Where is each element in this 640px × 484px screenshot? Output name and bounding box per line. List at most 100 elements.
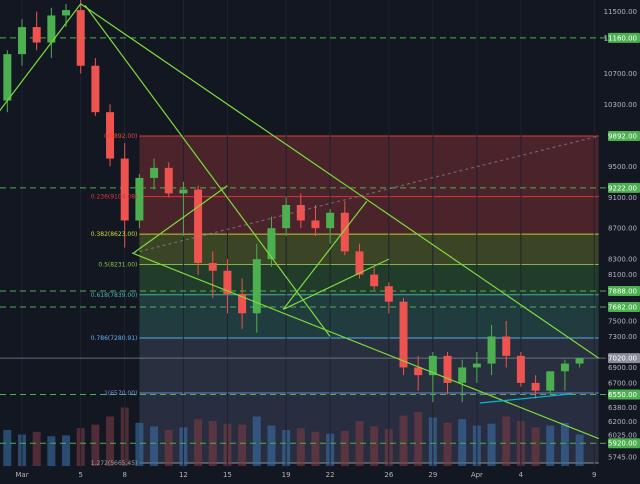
- fib-level-label: 0(9892.00): [104, 133, 137, 140]
- candle-body: [91, 65, 100, 113]
- candle-body: [340, 212, 349, 252]
- candle-body: [428, 355, 437, 376]
- candle-body: [135, 177, 144, 221]
- fib-level-label: 0.618(7839.00): [91, 292, 138, 299]
- candle-body: [62, 10, 71, 16]
- fib-zone: [139, 392, 599, 463]
- candle-body: [370, 274, 379, 287]
- x-tick-label: 26: [384, 471, 393, 479]
- volume-bar: [311, 431, 320, 466]
- x-tick-label: 12: [179, 471, 188, 479]
- candle-body: [384, 286, 393, 302]
- volume-bar: [62, 435, 71, 466]
- fib-zone: [139, 196, 599, 235]
- y-tick-label: 8700.00: [608, 225, 637, 233]
- price-label-text: 9222.00: [608, 184, 637, 192]
- candle-body: [399, 301, 408, 368]
- candle-body: [502, 336, 511, 356]
- candle-body: [296, 204, 305, 221]
- volume-bar: [32, 431, 41, 466]
- candle-body: [443, 355, 452, 383]
- fib-level-label: 0.236(9108.08): [91, 194, 138, 201]
- trendline-wedge-upper: [282, 200, 368, 310]
- candle-body: [150, 167, 159, 178]
- candle-body: [179, 189, 188, 194]
- volume-bar: [238, 424, 247, 466]
- trendline-dashed: [133, 135, 599, 254]
- candle-body: [487, 336, 496, 364]
- candle-body: [472, 363, 481, 368]
- candle-body: [106, 112, 115, 159]
- volume-bar: [370, 426, 379, 466]
- y-tick-label: 6025.00: [608, 432, 637, 440]
- volume-bar: [531, 427, 540, 466]
- candle-body: [252, 259, 261, 314]
- price-label-box: [608, 286, 640, 297]
- trendline-upper-channel: [80, 3, 600, 359]
- volume-bar: [560, 422, 569, 466]
- x-tick-label: 19: [282, 471, 291, 479]
- fib-level-label: 1.272(5665.45): [91, 460, 138, 467]
- y-tick-label: 11500.00: [604, 8, 637, 16]
- y-tick-label: 6900.00: [608, 364, 637, 372]
- fib-zone: [139, 135, 599, 197]
- trendline-fan: [84, 5, 331, 337]
- volume-bar: [150, 426, 159, 466]
- trendline-support-cyan: [479, 393, 573, 404]
- candle-body: [516, 355, 525, 383]
- x-tick-label: 8: [122, 471, 126, 479]
- fib-zone: [139, 234, 599, 265]
- price-label-box: [608, 182, 640, 193]
- y-tick-label: 10300.00: [604, 101, 637, 109]
- candle-body: [164, 167, 173, 194]
- candle-body: [458, 367, 467, 383]
- x-tick-label: Mar: [15, 471, 28, 479]
- candle-body: [208, 263, 217, 271]
- price-label-text: 5920.00: [608, 440, 637, 448]
- candle-body: [194, 189, 203, 264]
- time-axis-bg: [0, 468, 640, 480]
- volume-bar: [399, 415, 408, 466]
- y-tick-label: 7300.00: [608, 333, 637, 341]
- volume-bar: [106, 416, 115, 466]
- price-label-text: 6550.00: [608, 391, 637, 399]
- candles: [3, 0, 584, 403]
- time-axis: Mar 5 8 12 15 19 22 26 29 Apr 4 9: [15, 471, 596, 479]
- y-tick-label: 8100.00: [608, 271, 637, 279]
- price-label-box: [608, 353, 640, 364]
- candle-body: [575, 358, 584, 364]
- candle-body: [546, 371, 555, 391]
- y-tick-label: 10700.00: [604, 70, 637, 78]
- candle-body: [238, 293, 247, 314]
- price-label-text: 7888.00: [608, 288, 637, 296]
- x-tick-label: 22: [326, 471, 335, 479]
- fib-zone: [139, 337, 599, 393]
- y-tick-label: 9100.00: [608, 194, 637, 202]
- x-tick-label: 9: [592, 471, 596, 479]
- x-tick-label: 15: [223, 471, 232, 479]
- fib-level-label: 0.786(7280.91): [91, 335, 138, 342]
- y-tick-label: 6700.00: [608, 379, 637, 387]
- volume-bar: [340, 430, 349, 466]
- price-axis-bg: [608, 0, 640, 480]
- price-label-text: 11160.00: [604, 34, 637, 42]
- x-tick-label: 29: [428, 471, 437, 479]
- y-tick-label: 5745.00: [608, 453, 637, 461]
- fib-level-label: 1(6570.00): [104, 390, 137, 397]
- trendline-support: [133, 185, 228, 254]
- price-label-text: 7682.00: [608, 303, 637, 311]
- candle-body: [47, 15, 56, 43]
- candle-body: [76, 10, 85, 66]
- volume-bar: [267, 425, 276, 466]
- fib-level-label: 0.382(8623.00): [91, 231, 138, 238]
- candle-body: [355, 251, 364, 275]
- y-tick-label: 7500.00: [608, 318, 637, 326]
- y-tick-label: 6200.00: [608, 418, 637, 426]
- trend-lines: [0, 3, 600, 440]
- candle-body: [282, 204, 291, 229]
- y-tick-label: 9500.00: [608, 163, 637, 171]
- candle-body: [32, 27, 41, 43]
- volume-bar: [414, 412, 423, 466]
